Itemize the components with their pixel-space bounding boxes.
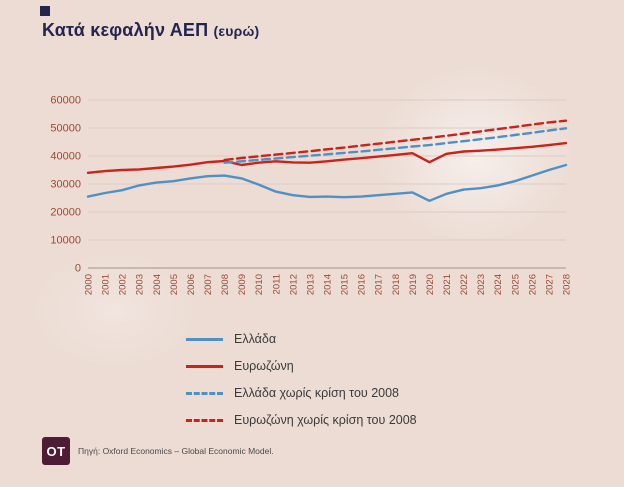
svg-text:2003: 2003 xyxy=(135,274,146,295)
svg-text:2009: 2009 xyxy=(237,274,248,295)
svg-text:40000: 40000 xyxy=(50,151,81,163)
source-attribution: Πηγή: Oxford Economics – Global Economic… xyxy=(78,446,274,456)
legend-line-sample-eurozone xyxy=(186,364,223,368)
svg-text:2023: 2023 xyxy=(476,274,487,295)
svg-text:2022: 2022 xyxy=(459,274,470,295)
legend-item-eurozone-no-crisis: Ευρωζώνη χωρίς κρίση του 2008 xyxy=(186,412,417,428)
svg-text:60000: 60000 xyxy=(50,95,81,107)
svg-text:2001: 2001 xyxy=(101,274,112,295)
svg-text:2024: 2024 xyxy=(493,274,504,295)
chart-title-unit: (ευρώ) xyxy=(213,23,260,39)
svg-text:2015: 2015 xyxy=(340,274,351,295)
svg-text:2013: 2013 xyxy=(305,274,316,295)
svg-text:2028: 2028 xyxy=(562,274,573,295)
svg-text:2018: 2018 xyxy=(391,274,402,295)
legend-label-eurozone-no-crisis: Ευρωζώνη χωρίς κρίση του 2008 xyxy=(234,413,417,427)
svg-text:2019: 2019 xyxy=(408,274,419,295)
legend-line-sample-eurozone-no-crisis xyxy=(186,418,223,422)
svg-text:2012: 2012 xyxy=(288,274,299,295)
svg-text:2007: 2007 xyxy=(203,274,214,295)
legend-label-greece: Ελλάδα xyxy=(234,332,277,346)
svg-text:2002: 2002 xyxy=(118,274,129,295)
svg-text:0: 0 xyxy=(75,263,81,275)
legend-item-greece-no-crisis: Ελλάδα χωρίς κρίση του 2008 xyxy=(186,385,417,401)
svg-text:20000: 20000 xyxy=(50,207,81,219)
svg-text:2004: 2004 xyxy=(152,274,163,295)
svg-text:2005: 2005 xyxy=(169,274,180,295)
legend-label-greece-no-crisis: Ελλάδα χωρίς κρίση του 2008 xyxy=(234,386,400,400)
chart-title-text: Κατά κεφαλήν ΑΕΠ xyxy=(42,20,209,40)
svg-text:2008: 2008 xyxy=(220,274,231,295)
svg-text:2014: 2014 xyxy=(323,274,334,295)
svg-text:2017: 2017 xyxy=(374,274,385,295)
svg-text:2011: 2011 xyxy=(271,274,282,294)
svg-text:2020: 2020 xyxy=(425,274,436,295)
svg-text:10000: 10000 xyxy=(50,235,81,247)
svg-text:2006: 2006 xyxy=(186,274,197,295)
legend-item-eurozone: Ευρωζώνη xyxy=(186,358,417,374)
legend-line-sample-greece xyxy=(186,337,223,341)
brand-square xyxy=(40,6,50,16)
svg-text:2025: 2025 xyxy=(510,274,521,295)
svg-text:2016: 2016 xyxy=(357,274,368,295)
legend-label-eurozone: Ευρωζώνη xyxy=(234,359,294,373)
svg-text:50000: 50000 xyxy=(50,123,81,135)
svg-text:2026: 2026 xyxy=(527,274,538,295)
svg-text:2010: 2010 xyxy=(254,274,265,295)
source-row: OT Πηγή: Oxford Economics – Global Econo… xyxy=(42,437,274,465)
legend-line-sample-greece-no-crisis xyxy=(186,391,223,395)
svg-text:2027: 2027 xyxy=(544,274,555,295)
svg-text:30000: 30000 xyxy=(50,179,81,191)
svg-text:2021: 2021 xyxy=(442,274,453,295)
page-title: Κατά κεφαλήν ΑΕΠ (ευρώ) xyxy=(42,20,259,41)
svg-text:2000: 2000 xyxy=(84,274,95,295)
ot-logo: OT xyxy=(42,437,70,465)
chart-legend: Ελλάδα Ευρωζώνη Ελλάδα χωρίς κρίση του 2… xyxy=(186,331,417,428)
legend-item-greece: Ελλάδα xyxy=(186,331,417,347)
